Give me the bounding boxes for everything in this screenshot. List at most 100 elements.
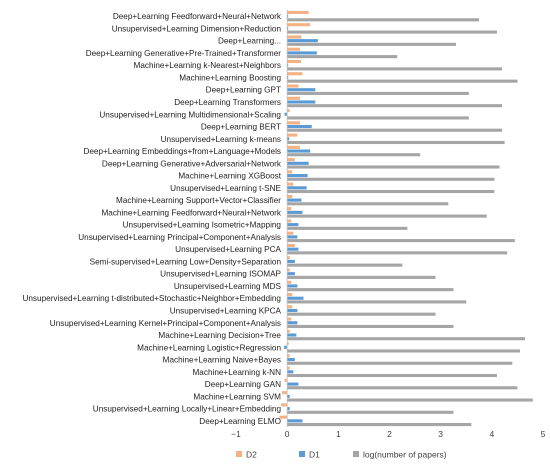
bar-log-number-of-papers- bbox=[287, 79, 518, 83]
category-label: Machine+Learning Logistic+Regression bbox=[137, 343, 281, 352]
bar-d1 bbox=[287, 88, 316, 92]
bar-log-number-of-papers- bbox=[287, 312, 436, 316]
bar-d2 bbox=[287, 243, 295, 248]
bar-d2 bbox=[287, 354, 290, 358]
bar-log-number-of-papers- bbox=[287, 140, 505, 145]
bar-log-number-of-papers- bbox=[287, 153, 421, 157]
bar-d1 bbox=[287, 308, 298, 313]
category-label: Deep+Learning Embeddings+from+Language+M… bbox=[83, 147, 281, 156]
bar-d2 bbox=[287, 366, 290, 370]
bar-log-number-of-papers- bbox=[287, 324, 454, 328]
category-label: Deep+Learning BERT bbox=[201, 123, 281, 132]
category-label: Unsupervised+Learning KPCA bbox=[170, 306, 282, 315]
bar-d1 bbox=[284, 345, 288, 349]
bar-log-number-of-papers- bbox=[287, 202, 449, 206]
x-axis-ticks: −1 0 1 2 3 4 5 bbox=[231, 429, 545, 439]
bar-d2 bbox=[287, 256, 290, 260]
category-label: Deep+Learning ELMO bbox=[199, 417, 281, 426]
bar-d2 bbox=[279, 415, 288, 419]
bar-d2 bbox=[287, 182, 294, 186]
bar-log-number-of-papers- bbox=[287, 30, 497, 34]
category-label: Unsupervised+Learning Isometric+Mapping bbox=[123, 221, 282, 230]
legend: D2 D1 log(number of papers) bbox=[236, 450, 447, 460]
bar-d2 bbox=[287, 10, 309, 14]
legend-label: D1 bbox=[309, 450, 320, 460]
x-tick-label: 2 bbox=[387, 429, 392, 439]
bar-log-number-of-papers- bbox=[287, 275, 436, 279]
bar-d2 bbox=[287, 317, 292, 321]
category-label: Unsupervised+Learning Dimension+Reductio… bbox=[112, 24, 282, 33]
category-label: Deep+Learning... bbox=[218, 37, 281, 46]
bar-log-number-of-papers- bbox=[287, 337, 526, 341]
bar-log-number-of-papers- bbox=[287, 177, 495, 181]
bar-d2 bbox=[287, 219, 292, 223]
category-label: Deep+Learning GPT bbox=[206, 86, 281, 95]
bar-d1 bbox=[287, 100, 316, 104]
bar-log-number-of-papers- bbox=[287, 373, 497, 378]
bar-d2 bbox=[287, 47, 300, 51]
bar-log-number-of-papers- bbox=[287, 361, 513, 365]
bar-d1 bbox=[287, 357, 295, 362]
x-tick-label: 4 bbox=[489, 429, 494, 439]
bar-d1 bbox=[287, 210, 303, 214]
bar-d2 bbox=[287, 23, 311, 27]
bar-d2 bbox=[287, 292, 293, 297]
bar-d1 bbox=[287, 124, 312, 129]
bar-d1 bbox=[287, 51, 317, 55]
bar-log-number-of-papers- bbox=[287, 104, 503, 108]
bar-d2 bbox=[287, 268, 290, 272]
bar-d1 bbox=[287, 370, 294, 374]
bar-log-number-of-papers- bbox=[287, 349, 520, 353]
bar-d2 bbox=[287, 84, 299, 88]
bars-group bbox=[279, 10, 533, 427]
category-label: Machine+Learning Boosting bbox=[179, 73, 281, 82]
category-label: Machine+Learning Decision+Tree bbox=[158, 331, 281, 340]
bar-d2 bbox=[287, 231, 294, 235]
x-tick-label: −1 bbox=[231, 429, 241, 439]
bar-d1 bbox=[287, 235, 298, 239]
bar-d2 bbox=[287, 329, 290, 333]
bar-d1 bbox=[287, 14, 289, 18]
bar-d1 bbox=[287, 174, 308, 178]
bar-d1 bbox=[287, 419, 303, 423]
bar-d2 bbox=[287, 109, 290, 113]
category-label: Machine+Learning Feedforward+Neural+Netw… bbox=[101, 208, 281, 217]
bar-d1 bbox=[287, 333, 297, 337]
bar-d1 bbox=[287, 407, 290, 411]
category-label: Unsupervised+Learning MDS bbox=[174, 282, 282, 291]
bar-log-number-of-papers- bbox=[287, 214, 487, 218]
category-label: Unsupervised+Learning t-SNE bbox=[170, 184, 281, 193]
bar-d2 bbox=[287, 280, 292, 284]
bar-log-number-of-papers- bbox=[287, 423, 472, 427]
bar-log-number-of-papers- bbox=[287, 116, 469, 120]
category-label: Machine+Learning Naive+Bayes bbox=[163, 356, 281, 365]
bar-log-number-of-papers- bbox=[287, 18, 480, 22]
bar-d2 bbox=[287, 35, 302, 39]
bar-d2 bbox=[287, 194, 293, 198]
bar-log-number-of-papers- bbox=[287, 42, 457, 46]
bar-log-number-of-papers- bbox=[287, 410, 454, 414]
category-label: Machine+Learning Support+Vector+Classifi… bbox=[116, 196, 281, 205]
bar-d2 bbox=[287, 207, 292, 211]
bar-d1 bbox=[287, 63, 289, 67]
legend-swatch bbox=[236, 451, 242, 457]
x-tick-label: 5 bbox=[541, 429, 546, 439]
bar-d2 bbox=[287, 158, 295, 162]
bar-d1 bbox=[287, 223, 299, 227]
category-label: Deep+Learning GAN bbox=[205, 380, 281, 389]
bar-log-number-of-papers- bbox=[287, 91, 469, 95]
category-label: Deep+Learning Transformers bbox=[174, 98, 281, 107]
bar-log-number-of-papers- bbox=[287, 189, 495, 194]
category-label: Machine+Learning k-Nearest+Neighbors bbox=[134, 61, 281, 70]
bar-d1 bbox=[287, 284, 298, 288]
category-label: Machine+Learning k-NN bbox=[192, 368, 281, 377]
bar-d1 bbox=[287, 321, 298, 325]
bar-log-number-of-papers- bbox=[287, 288, 454, 292]
category-label: Unsupervised+Learning ISOMAP bbox=[160, 270, 281, 279]
category-label: Semi-supervised+Learning Low+Density+Sep… bbox=[90, 257, 282, 266]
bar-d2 bbox=[287, 96, 300, 100]
legend-swatch bbox=[353, 451, 359, 457]
x-tick-label: 3 bbox=[438, 429, 443, 439]
category-label: Unsupervised+Learning Multidimensional+S… bbox=[99, 110, 281, 119]
